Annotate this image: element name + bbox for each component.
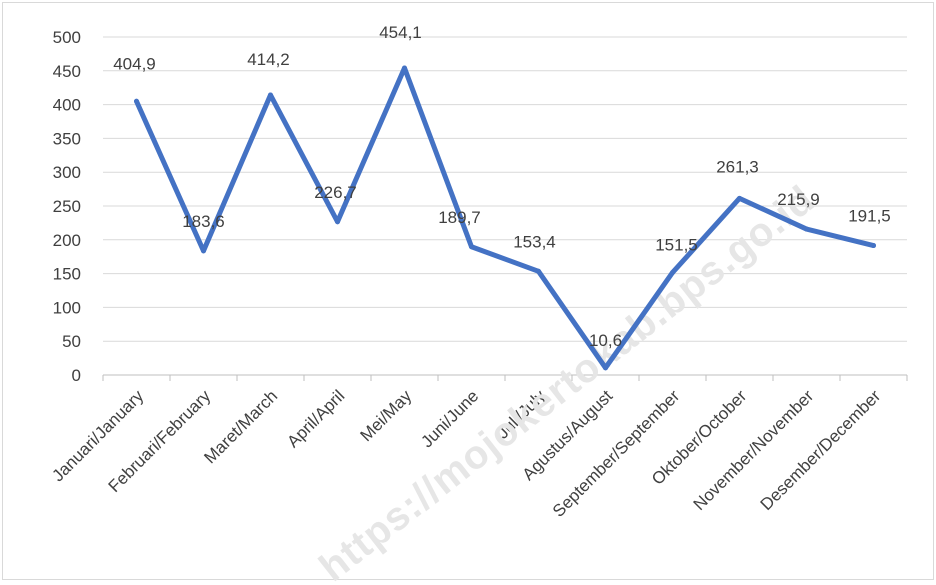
data-label: 183,6 [182, 212, 225, 231]
data-point [134, 98, 139, 104]
data-label: 261,3 [716, 157, 759, 176]
data-point [268, 92, 273, 98]
data-label: 414,2 [247, 50, 290, 69]
data-label: 191,5 [848, 207, 891, 226]
y-tick-label: 300 [53, 163, 81, 182]
y-tick-label: 0 [72, 366, 81, 385]
data-label: 215,9 [777, 190, 820, 209]
watermark-text: https://mojokertokab.bps.go.id [311, 177, 822, 585]
data-labels: 404,9 183,6 414,2 226,7 454,1 189,7 153,4 10,6 1… [113, 23, 891, 350]
data-point [335, 219, 340, 225]
y-tick-label: 350 [53, 129, 81, 148]
y-tick-label: 200 [53, 231, 81, 250]
data-label: 404,9 [113, 54, 156, 73]
x-tick-label: April/April [283, 386, 348, 451]
data-point [871, 243, 876, 249]
y-tick-label: 50 [62, 332, 81, 351]
data-label: 226,7 [314, 183, 357, 202]
data-point [603, 365, 608, 371]
x-axis [102, 374, 908, 381]
y-tick-label: 500 [53, 28, 81, 47]
data-label: 454,1 [379, 23, 422, 42]
data-point [737, 195, 742, 201]
x-tick-label: November/November [690, 386, 818, 514]
y-tick-label: 400 [53, 96, 81, 115]
data-label: 153,4 [513, 232, 556, 251]
series-line-path [134, 65, 876, 371]
series-line [134, 65, 876, 371]
data-label: 10,6 [589, 331, 622, 350]
y-tick-label: 100 [53, 298, 81, 317]
data-label: 151,5 [655, 236, 698, 255]
data-point [804, 226, 809, 232]
y-tick-label: 450 [53, 62, 81, 81]
y-axis-ticks: 0 50 100 150 200 250 300 350 400 450 500 [53, 28, 81, 385]
data-point [670, 270, 675, 276]
data-point [402, 65, 407, 71]
y-tick-label: 250 [53, 197, 81, 216]
x-tick-label: Desember/December [757, 386, 885, 514]
data-point [536, 268, 541, 274]
y-tick-label: 150 [53, 265, 81, 284]
data-point [201, 248, 206, 254]
data-label: 189,7 [438, 208, 481, 227]
data-point [469, 244, 474, 250]
x-tick-label: Mei/May [356, 386, 415, 445]
